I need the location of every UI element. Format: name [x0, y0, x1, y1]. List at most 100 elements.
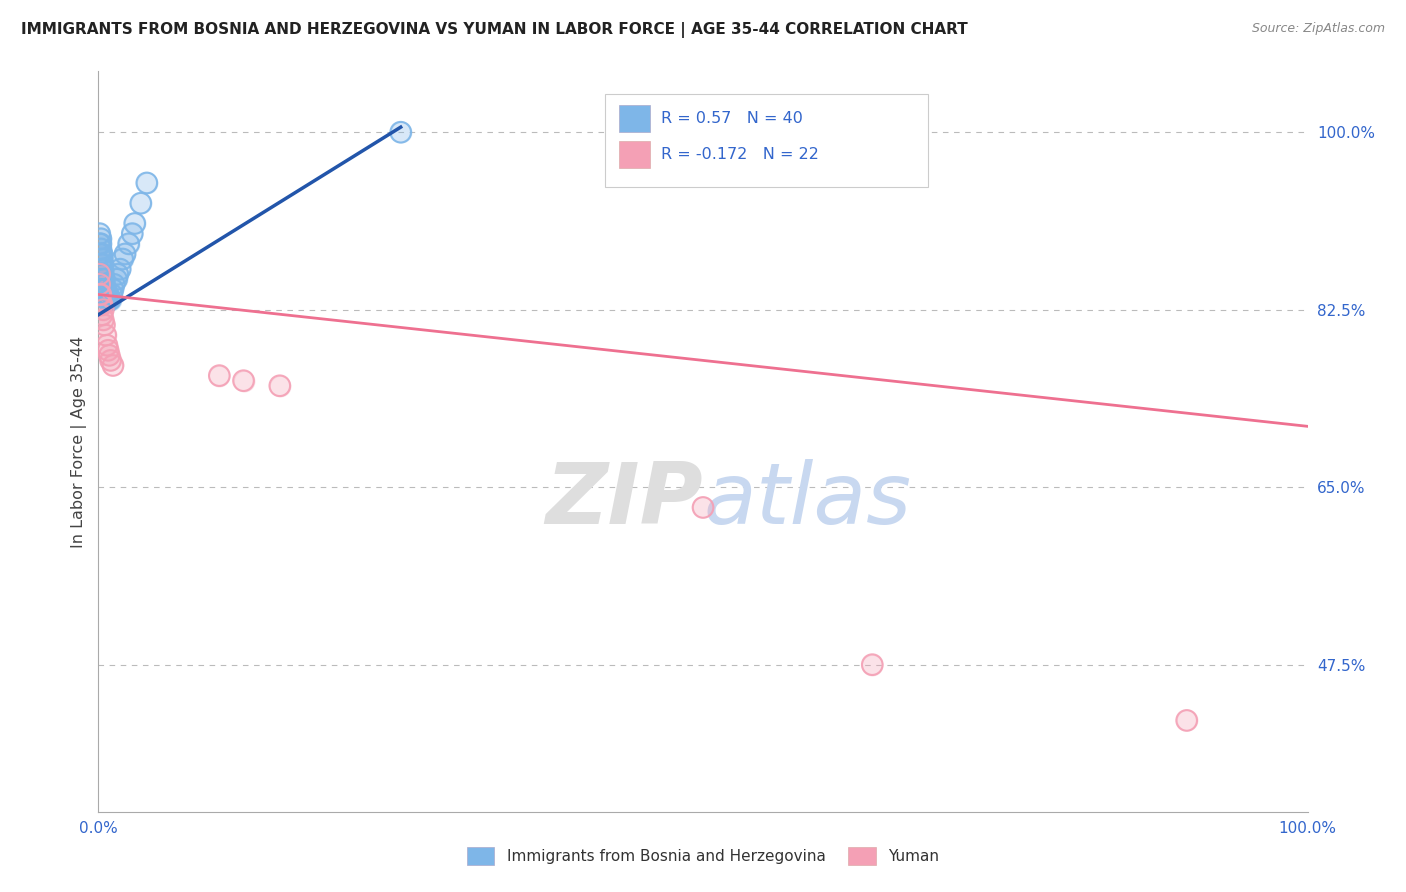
Point: [93, 318, 115, 332]
Point: [91, 298, 114, 312]
Point: [89, 236, 111, 251]
Point: [94, 328, 117, 343]
Text: ZIP: ZIP: [546, 459, 703, 542]
Point: [692, 500, 714, 515]
Point: [208, 368, 231, 383]
Point: [101, 282, 124, 296]
Point: [89, 227, 111, 241]
Point: [389, 125, 412, 139]
Point: [98, 293, 121, 307]
Point: [118, 236, 141, 251]
Point: [93, 277, 115, 292]
Point: [91, 277, 114, 292]
Point: [96, 293, 118, 307]
Text: IMMIGRANTS FROM BOSNIA AND HERZEGOVINA VS YUMAN IN LABOR FORCE | AGE 35-44 CORRE: IMMIGRANTS FROM BOSNIA AND HERZEGOVINA V…: [21, 22, 967, 38]
Point: [89, 236, 111, 251]
Point: [97, 343, 120, 358]
Point: [91, 308, 114, 322]
Point: [91, 262, 114, 277]
Point: [98, 348, 121, 362]
Point: [98, 348, 121, 362]
Point: [89, 247, 111, 261]
Point: [91, 302, 114, 317]
Point: [91, 272, 114, 286]
Point: [860, 657, 883, 672]
Point: [89, 287, 111, 301]
Point: [108, 262, 131, 277]
Point: [94, 287, 117, 301]
Point: [1175, 714, 1198, 728]
Point: [98, 293, 121, 307]
Point: [97, 287, 120, 301]
Point: [269, 378, 291, 392]
Point: [90, 298, 112, 312]
Point: [91, 252, 114, 266]
Point: [90, 247, 112, 261]
Point: [90, 257, 112, 271]
Point: [135, 176, 157, 190]
Point: [93, 282, 115, 296]
Point: [91, 272, 114, 286]
Point: [93, 318, 115, 332]
Point: [96, 338, 118, 352]
Point: [91, 302, 114, 317]
Point: [91, 313, 114, 327]
Point: [89, 277, 111, 292]
Point: [860, 657, 883, 672]
Point: [91, 277, 114, 292]
Point: [124, 217, 146, 231]
Point: [111, 252, 134, 266]
Point: [114, 247, 136, 261]
Point: [94, 282, 117, 296]
Point: [100, 287, 122, 301]
Point: [100, 293, 122, 307]
Y-axis label: In Labor Force | Age 35-44: In Labor Force | Age 35-44: [72, 335, 87, 548]
Point: [90, 298, 112, 312]
Point: [101, 359, 124, 373]
Point: [105, 272, 128, 286]
Point: [101, 359, 124, 373]
Text: Source: ZipAtlas.com: Source: ZipAtlas.com: [1251, 22, 1385, 36]
Point: [100, 293, 122, 307]
Point: [1175, 714, 1198, 728]
Point: [208, 368, 231, 383]
Point: [105, 272, 128, 286]
Point: [91, 308, 114, 322]
Point: [232, 374, 254, 388]
Text: R = 0.57   N = 40: R = 0.57 N = 40: [661, 112, 803, 126]
Point: [94, 282, 117, 296]
Point: [107, 267, 129, 281]
Point: [91, 257, 114, 271]
Point: [96, 293, 118, 307]
Point: [97, 287, 120, 301]
Point: [232, 374, 254, 388]
Point: [118, 236, 141, 251]
Point: [90, 257, 112, 271]
Point: [91, 267, 114, 281]
Point: [135, 176, 157, 190]
Point: [91, 262, 114, 277]
Point: [97, 343, 120, 358]
Point: [91, 247, 114, 261]
Text: R = -0.172   N = 22: R = -0.172 N = 22: [661, 147, 818, 161]
Text: atlas: atlas: [703, 459, 911, 542]
Point: [91, 257, 114, 271]
Point: [91, 247, 114, 261]
Point: [90, 236, 112, 251]
Point: [90, 247, 112, 261]
Point: [91, 252, 114, 266]
Point: [91, 262, 114, 277]
Point: [90, 242, 112, 256]
Point: [91, 267, 114, 281]
Point: [692, 500, 714, 515]
Point: [93, 277, 115, 292]
Point: [90, 232, 112, 246]
Point: [89, 267, 111, 281]
Point: [91, 313, 114, 327]
Point: [101, 282, 124, 296]
Point: [124, 217, 146, 231]
Point: [93, 272, 115, 286]
Point: [93, 272, 115, 286]
Point: [108, 262, 131, 277]
Point: [100, 353, 122, 368]
